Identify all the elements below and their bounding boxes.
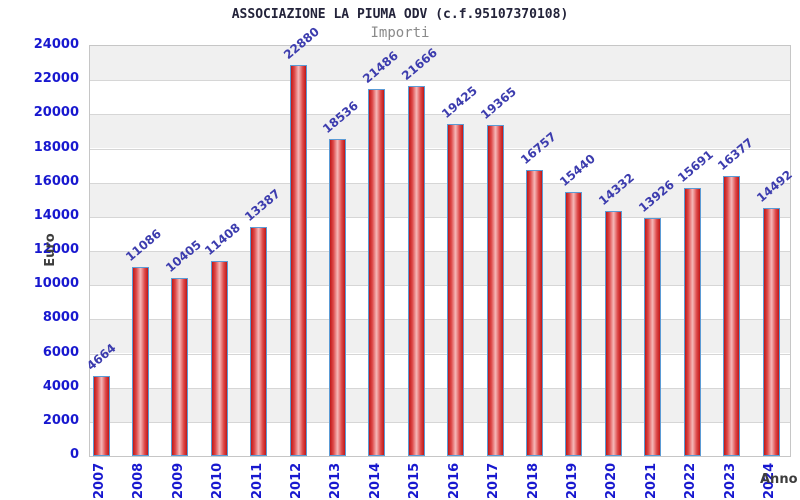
plot-band [90,319,790,354]
y-tick-label: 2000 [42,412,79,428]
gridline [90,148,790,150]
x-tick-label-2022: 2022 [683,462,699,499]
plot-band [90,182,790,217]
bar-2010 [210,261,228,456]
plot-band [90,387,790,422]
plot-band [90,353,790,388]
gridline [90,319,790,321]
plot-band [90,251,790,286]
x-tick-label-2014: 2014 [367,462,383,499]
gridline [90,182,790,184]
bar-2024 [762,208,780,456]
x-tick-label-2015: 2015 [407,462,423,499]
gridline [90,387,790,389]
x-tick-label-2012: 2012 [289,462,305,499]
x-tick-label-2018: 2018 [525,462,541,499]
y-tick-label: 18000 [33,139,79,155]
bar-2007 [92,376,110,456]
bar-2009 [171,278,189,456]
bar-2008 [131,266,149,456]
bar-2021 [644,218,662,456]
bar-2017 [486,125,504,456]
x-tick-label-2009: 2009 [170,462,186,499]
bar-2016 [447,124,465,456]
y-axis-title: Euro [43,233,58,267]
bar-2018 [526,169,544,456]
gridline [90,251,790,252]
bar-2020 [604,211,622,456]
y-tick-label: 14000 [33,207,79,223]
bar-2012 [289,65,307,456]
x-tick-label-2016: 2016 [446,462,462,499]
chart-subtitle: Importi [370,25,430,41]
y-tick-label: 4000 [42,378,79,394]
x-tick-label-2013: 2013 [328,462,344,499]
bar-2011 [250,227,268,456]
plot-band [90,148,790,183]
x-tick-label-2019: 2019 [564,462,580,499]
plot-band [90,114,790,149]
gridline [90,80,790,82]
bar-2019 [565,192,583,456]
plot-band [90,421,790,456]
x-tick-label-2023: 2023 [722,462,738,499]
x-axis-title: Anno [760,472,798,487]
plot-band [90,46,790,81]
plot-band [90,216,790,251]
y-tick-label: 20000 [33,105,79,121]
y-tick-label: 0 [69,447,79,462]
y-tick-label: 22000 [33,71,79,87]
bar-2014 [368,88,386,456]
chart-title: ASSOCIAZIONE LA PIUMA ODV (c.f.951073701… [231,7,569,22]
plot-band [90,80,790,115]
gridline [90,353,790,355]
x-tick-label-2011: 2011 [249,462,265,499]
x-tick-label-2010: 2010 [210,462,226,499]
x-tick-label-2008: 2008 [131,462,147,499]
y-tick-label: 8000 [42,310,79,326]
bar-2013 [328,139,346,456]
y-tick-label: 6000 [42,344,79,360]
y-tick-label: 10000 [33,276,79,292]
bar-2022 [683,187,701,456]
x-tick-label-2020: 2020 [604,462,620,499]
bar-2023 [723,176,741,456]
y-tick-label: 24000 [33,37,79,52]
gridline [90,216,790,218]
gridline [90,421,790,423]
gridline [90,114,790,116]
plot-area: 4664 11086 10405 11408 13387 22880 18536 21486 2… [84,25,795,457]
x-tick-label-2007: 2007 [92,462,107,499]
x-tick-label-2017: 2017 [486,462,502,499]
plot-band [90,285,790,320]
x-tick-label-2021: 2021 [643,462,659,499]
y-tick-label: 12000 [33,242,79,257]
y-tick-label: 16000 [33,173,79,189]
bar-2015 [407,85,425,456]
gridline [90,285,790,287]
